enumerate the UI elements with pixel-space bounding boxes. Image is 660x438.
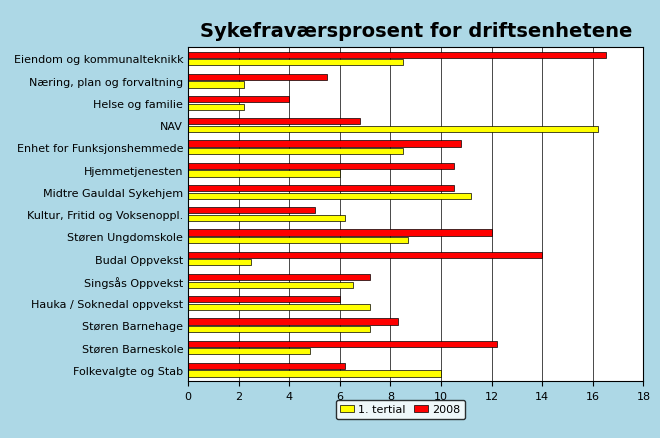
Bar bbox=[188, 304, 370, 310]
Bar bbox=[188, 341, 497, 347]
Bar bbox=[188, 371, 441, 377]
Bar bbox=[188, 193, 471, 199]
Bar bbox=[188, 97, 289, 103]
Bar bbox=[188, 163, 453, 170]
Bar bbox=[188, 149, 403, 155]
Bar bbox=[188, 282, 352, 288]
Bar bbox=[188, 326, 370, 332]
Bar bbox=[188, 363, 345, 369]
Bar bbox=[188, 237, 408, 244]
Legend: 1. tertial, 2008: 1. tertial, 2008 bbox=[336, 400, 465, 419]
Bar bbox=[188, 349, 310, 355]
Bar bbox=[188, 215, 345, 222]
Bar bbox=[188, 82, 244, 88]
Bar bbox=[188, 141, 461, 147]
Bar bbox=[188, 319, 398, 325]
Bar bbox=[188, 274, 370, 280]
Title: Sykefraværsprosent for driftsenhetene: Sykefraværsprosent for driftsenhetene bbox=[199, 22, 632, 41]
Bar bbox=[188, 171, 340, 177]
Bar bbox=[188, 186, 453, 192]
Bar bbox=[188, 74, 327, 81]
Bar bbox=[188, 208, 315, 214]
Bar bbox=[188, 260, 251, 266]
Bar bbox=[188, 297, 340, 303]
Bar bbox=[188, 53, 605, 59]
Bar bbox=[188, 230, 492, 236]
Bar bbox=[188, 252, 543, 258]
Bar bbox=[188, 60, 403, 66]
Bar bbox=[188, 127, 598, 133]
Bar bbox=[188, 104, 244, 110]
Bar bbox=[188, 119, 360, 125]
